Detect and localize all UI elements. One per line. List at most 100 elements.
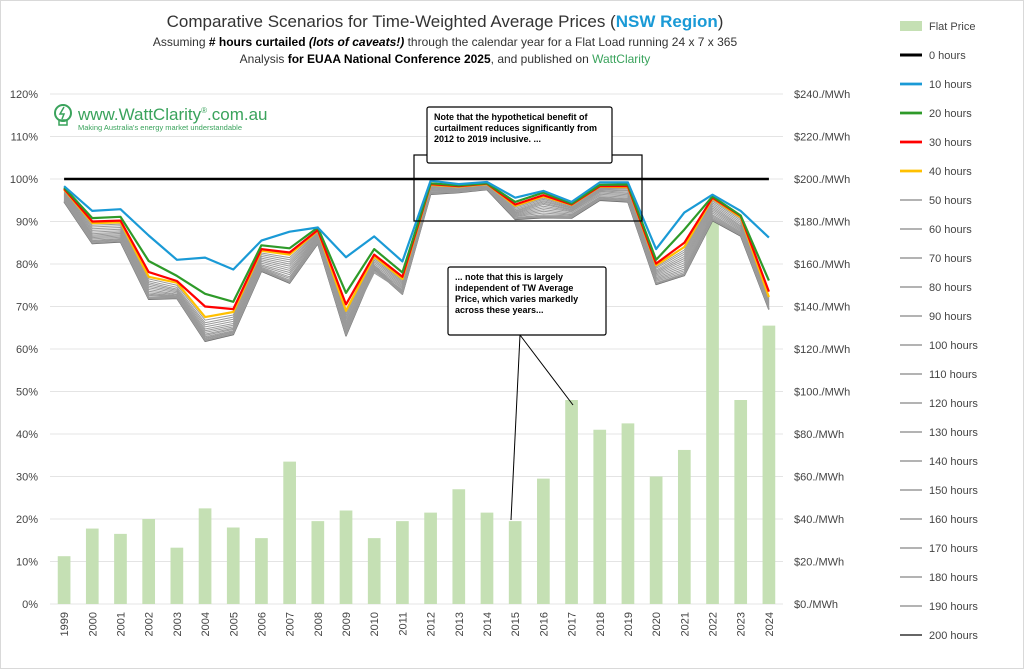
legend-label: 150 hours: [929, 485, 978, 497]
legend-label: 140 hours: [929, 456, 978, 468]
right-axis: $0./MWh $20./MWh $40./MWh $60./MWh $80./MWh $…: [794, 89, 850, 611]
chart-subtitle-2: Analysis for EUAA National Conference 20…: [240, 52, 651, 66]
bar-flat-price: [170, 547, 184, 604]
y-right-tick-label: $220./MWh: [794, 132, 850, 144]
legend-label: 30 hours: [929, 137, 972, 149]
y-left-tick-label: 0%: [22, 599, 38, 611]
y-right-tick-label: $120./MWh: [794, 344, 850, 356]
legend: Flat Price 0 hours 10 hours 20 hours 30 hour…: [900, 21, 978, 642]
x-tick-label: 2001: [115, 612, 127, 636]
note-2-text: ... note that this is largely independen…: [455, 272, 581, 315]
y-left-tick-label: 90%: [16, 217, 38, 229]
note-2: ... note that this is largely independen…: [447, 266, 607, 336]
x-tick-label: 2010: [369, 612, 381, 636]
legend-swatch-flat-price: [900, 21, 922, 31]
x-tick-label: 2012: [426, 612, 438, 636]
bar-flat-price: [706, 221, 719, 604]
x-tick-label: 2017: [567, 612, 579, 636]
bar-flat-price: [142, 519, 156, 604]
y-right-tick-label: $60./MWh: [794, 472, 844, 484]
legend-label: 20 hours: [929, 108, 972, 120]
y-right-tick-label: $180./MWh: [794, 217, 850, 229]
legend-label: 110 hours: [929, 369, 978, 381]
y-right-tick-label: $140./MWh: [794, 302, 850, 314]
x-tick-label: 2023: [736, 612, 748, 636]
legend-label: 10 hours: [929, 79, 972, 91]
y-right-tick-label: $40./MWh: [794, 514, 844, 526]
x-axis: 1999 2000 2001 2002 2003 2004 2005 2006 2007 2008…: [59, 612, 776, 636]
bar-flat-price: [226, 527, 240, 604]
bar-flat-price: [311, 521, 325, 604]
legend-label: 130 hours: [929, 427, 978, 439]
x-tick-label: 2013: [454, 612, 466, 636]
bar-flat-price: [593, 429, 607, 604]
y-left-tick-label: 120%: [10, 89, 38, 101]
legend-label: Flat Price: [929, 21, 975, 33]
bars: [57, 221, 776, 604]
bar-flat-price: [198, 508, 212, 604]
note-pointer-line: [519, 334, 574, 406]
series-lines: [63, 177, 770, 342]
x-tick-label: 2014: [482, 612, 494, 636]
bar-flat-price: [339, 510, 353, 604]
x-tick-label: 1999: [59, 612, 71, 636]
logo-text: www.WattClarity®.com.au: [77, 105, 268, 124]
x-tick-label: 2011: [397, 612, 409, 636]
x-tick-label: 2005: [228, 612, 240, 636]
legend-label: 160 hours: [929, 514, 978, 526]
bar-flat-price: [480, 512, 494, 604]
bar-flat-price: [452, 489, 466, 604]
x-tick-label: 2022: [708, 612, 720, 636]
bar-flat-price: [396, 521, 409, 604]
bar-flat-price: [283, 461, 296, 604]
note-box: [426, 106, 613, 164]
legend-label: 80 hours: [929, 282, 972, 294]
bar-flat-price: [57, 556, 71, 604]
legend-label: 120 hours: [929, 398, 978, 410]
bar-flat-price: [424, 512, 437, 604]
x-tick-label: 2015: [510, 612, 522, 636]
legend-label: 90 hours: [929, 311, 972, 323]
y-right-tick-label: $20./MWh: [794, 557, 844, 569]
y-right-tick-label: $80./MWh: [794, 429, 844, 441]
lightbulb-icon: [54, 104, 72, 126]
legend-label: 100 hours: [929, 340, 978, 352]
bar-flat-price: [367, 538, 381, 604]
x-tick-label: 2006: [256, 612, 268, 636]
y-left-tick-label: 70%: [16, 302, 38, 314]
legend-label: 40 hours: [929, 166, 972, 178]
x-tick-label: 2004: [200, 612, 212, 636]
y-left-tick-label: 50%: [16, 387, 38, 399]
x-tick-label: 2008: [313, 612, 325, 636]
bar-flat-price: [677, 449, 691, 604]
legend-label: 200 hours: [929, 630, 978, 642]
bar-flat-price: [537, 478, 550, 604]
note-1-text: Note that the hypothetical benefit of cu…: [434, 112, 600, 144]
note-box: [447, 266, 607, 336]
x-tick-label: 2020: [651, 612, 663, 636]
y-left-tick-label: 60%: [16, 344, 38, 356]
y-left-tick-label: 30%: [16, 472, 38, 484]
legend-label: 170 hours: [929, 543, 978, 555]
bar-flat-price: [565, 400, 578, 604]
y-right-tick-label: $240./MWh: [794, 89, 850, 101]
legend-label: 50 hours: [929, 195, 972, 207]
series-line-20-hours: [63, 182, 770, 303]
logo-tagline: Making Australia's energy market underst…: [78, 123, 242, 132]
y-left-tick-label: 40%: [16, 429, 38, 441]
y-right-tick-label: $0./MWh: [794, 599, 838, 611]
y-left-tick-label: 80%: [16, 259, 38, 271]
left-axis: 0% 10% 20% 30% 40% 50% 60% 70% 80% 90% 100% 110% 120…: [10, 89, 38, 611]
bar-flat-price: [621, 423, 635, 604]
y-left-tick-label: 110%: [11, 132, 39, 144]
bar-flat-price: [255, 538, 268, 604]
x-tick-label: 2009: [341, 612, 353, 636]
chart-title: Comparative Scenarios for Time-Weighted …: [167, 12, 724, 31]
x-tick-label: 2018: [595, 612, 607, 636]
y-right-tick-label: $100./MWh: [794, 387, 850, 399]
y-left-tick-label: 100%: [10, 174, 38, 186]
legend-label: 190 hours: [929, 601, 978, 613]
bar-flat-price: [114, 533, 127, 604]
bar-flat-price: [762, 325, 776, 604]
